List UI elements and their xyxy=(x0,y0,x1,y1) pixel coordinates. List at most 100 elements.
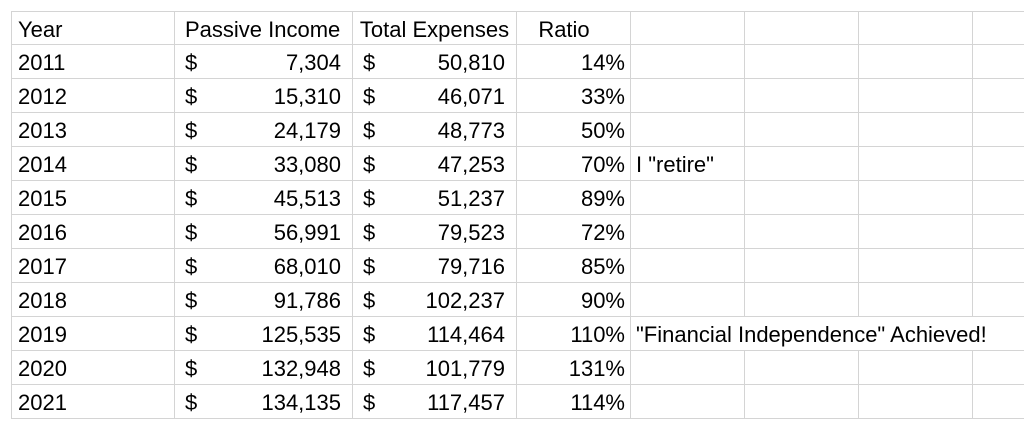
empty-cell[interactable] xyxy=(859,11,973,45)
year-cell[interactable]: 2019 xyxy=(11,317,175,351)
note-cell[interactable] xyxy=(631,351,745,385)
empty-cell[interactable] xyxy=(611,11,631,45)
passive-income-cell[interactable]: $15,310 xyxy=(175,79,353,113)
empty-cell[interactable] xyxy=(859,283,973,317)
ratio-cell[interactable]: 50% xyxy=(517,113,631,147)
empty-cell[interactable] xyxy=(745,147,859,181)
header-total-expenses[interactable]: Total Expenses xyxy=(353,11,517,45)
total-expenses-cell[interactable]: $48,773 xyxy=(353,113,517,147)
note-cell[interactable]: I "retire" xyxy=(631,147,745,181)
empty-cell[interactable] xyxy=(973,351,1024,385)
total-expenses-cell[interactable]: $101,779 xyxy=(353,351,517,385)
empty-cell[interactable] xyxy=(745,79,859,113)
year-cell[interactable]: 2014 xyxy=(11,147,175,181)
passive-income-cell[interactable]: $56,991 xyxy=(175,215,353,249)
empty-cell[interactable] xyxy=(745,215,859,249)
ratio-cell[interactable]: 89% xyxy=(517,181,631,215)
year-cell[interactable]: 2016 xyxy=(11,215,175,249)
empty-cell[interactable] xyxy=(859,249,973,283)
empty-cell[interactable] xyxy=(745,45,859,79)
ratio-cell[interactable]: 131% xyxy=(517,351,631,385)
year-cell[interactable]: 2012 xyxy=(11,79,175,113)
passive-income-cell[interactable]: $7,304 xyxy=(175,45,353,79)
empty-cell[interactable] xyxy=(859,45,973,79)
empty-cell[interactable] xyxy=(973,317,1024,351)
empty-cell[interactable] xyxy=(973,79,1024,113)
total-expenses-cell[interactable]: $46,071 xyxy=(353,79,517,113)
empty-cell[interactable] xyxy=(859,317,973,351)
passive-income-cell[interactable]: $45,513 xyxy=(175,181,353,215)
passive-income-cell[interactable]: $134,135 xyxy=(175,385,353,419)
empty-cell[interactable] xyxy=(973,249,1024,283)
empty-cell[interactable] xyxy=(973,147,1024,181)
total-expenses-cell[interactable]: $117,457 xyxy=(353,385,517,419)
total-expenses-cell[interactable]: $51,237 xyxy=(353,181,517,215)
empty-cell[interactable] xyxy=(973,11,1024,45)
passive-income-cell[interactable]: $91,786 xyxy=(175,283,353,317)
empty-cell[interactable] xyxy=(973,283,1024,317)
empty-cell[interactable] xyxy=(859,385,973,419)
empty-cell[interactable] xyxy=(745,317,859,351)
year-cell[interactable]: 2011 xyxy=(11,45,175,79)
empty-cell[interactable] xyxy=(745,249,859,283)
total-expenses-cell[interactable]: $79,523 xyxy=(353,215,517,249)
ratio-cell[interactable]: 33% xyxy=(517,79,631,113)
empty-cell[interactable] xyxy=(973,113,1024,147)
empty-cell[interactable] xyxy=(745,181,859,215)
empty-cell[interactable] xyxy=(745,11,859,45)
total-expenses-cell[interactable]: $50,810 xyxy=(353,45,517,79)
header-ratio[interactable]: Ratio xyxy=(517,11,611,45)
currency-symbol: $ xyxy=(185,84,198,109)
total-expenses-cell[interactable]: $114,464 xyxy=(353,317,517,351)
note-cell[interactable] xyxy=(631,113,745,147)
note-cell[interactable] xyxy=(631,79,745,113)
empty-cell[interactable] xyxy=(859,79,973,113)
empty-cell[interactable] xyxy=(745,283,859,317)
note-cell[interactable] xyxy=(631,249,745,283)
passive-income-value: 125,535 xyxy=(261,322,341,347)
note-cell[interactable] xyxy=(631,283,745,317)
passive-income-cell[interactable]: $125,535 xyxy=(175,317,353,351)
year-cell[interactable]: 2017 xyxy=(11,249,175,283)
ratio-cell[interactable]: 114% xyxy=(517,385,631,419)
passive-income-cell[interactable]: $33,080 xyxy=(175,147,353,181)
header-year[interactable]: Year xyxy=(11,11,175,45)
note-cell[interactable] xyxy=(631,385,745,419)
empty-cell[interactable] xyxy=(745,385,859,419)
empty-cell[interactable] xyxy=(859,147,973,181)
year-cell[interactable]: 2015 xyxy=(11,181,175,215)
empty-cell[interactable] xyxy=(973,181,1024,215)
header-passive-income[interactable]: Passive Income xyxy=(175,11,353,45)
empty-cell[interactable] xyxy=(745,113,859,147)
ratio-cell[interactable]: 110% xyxy=(517,317,631,351)
note-cell[interactable] xyxy=(631,181,745,215)
empty-cell[interactable] xyxy=(859,351,973,385)
empty-cell[interactable] xyxy=(973,45,1024,79)
empty-cell[interactable] xyxy=(859,113,973,147)
year-cell[interactable]: 2013 xyxy=(11,113,175,147)
ratio-cell[interactable]: 85% xyxy=(517,249,631,283)
ratio-cell[interactable]: 72% xyxy=(517,215,631,249)
ratio-cell[interactable]: 70% xyxy=(517,147,631,181)
note-cell[interactable] xyxy=(631,45,745,79)
year-cell[interactable]: 2018 xyxy=(11,283,175,317)
ratio-cell[interactable]: 14% xyxy=(517,45,631,79)
empty-cell[interactable] xyxy=(631,11,745,45)
passive-income-cell[interactable]: $68,010 xyxy=(175,249,353,283)
empty-cell[interactable] xyxy=(859,181,973,215)
ratio-cell[interactable]: 90% xyxy=(517,283,631,317)
year-cell[interactable]: 2021 xyxy=(11,385,175,419)
total-expenses-cell[interactable]: $102,237 xyxy=(353,283,517,317)
passive-income-cell[interactable]: $24,179 xyxy=(175,113,353,147)
empty-cell[interactable] xyxy=(859,215,973,249)
passive-income-cell[interactable]: $132,948 xyxy=(175,351,353,385)
note-cell[interactable]: "Financial Independence" Achieved! xyxy=(631,317,987,351)
total-expenses-cell[interactable]: $79,716 xyxy=(353,249,517,283)
total-expenses-cell[interactable]: $47,253 xyxy=(353,147,517,181)
empty-cell[interactable] xyxy=(973,215,1024,249)
year-cell[interactable]: 2020 xyxy=(11,351,175,385)
note-cell[interactable] xyxy=(631,215,745,249)
empty-cell[interactable] xyxy=(745,351,859,385)
table-row: 2013 $24,179 $48,773 50% xyxy=(11,113,1024,147)
empty-cell[interactable] xyxy=(973,385,1024,419)
